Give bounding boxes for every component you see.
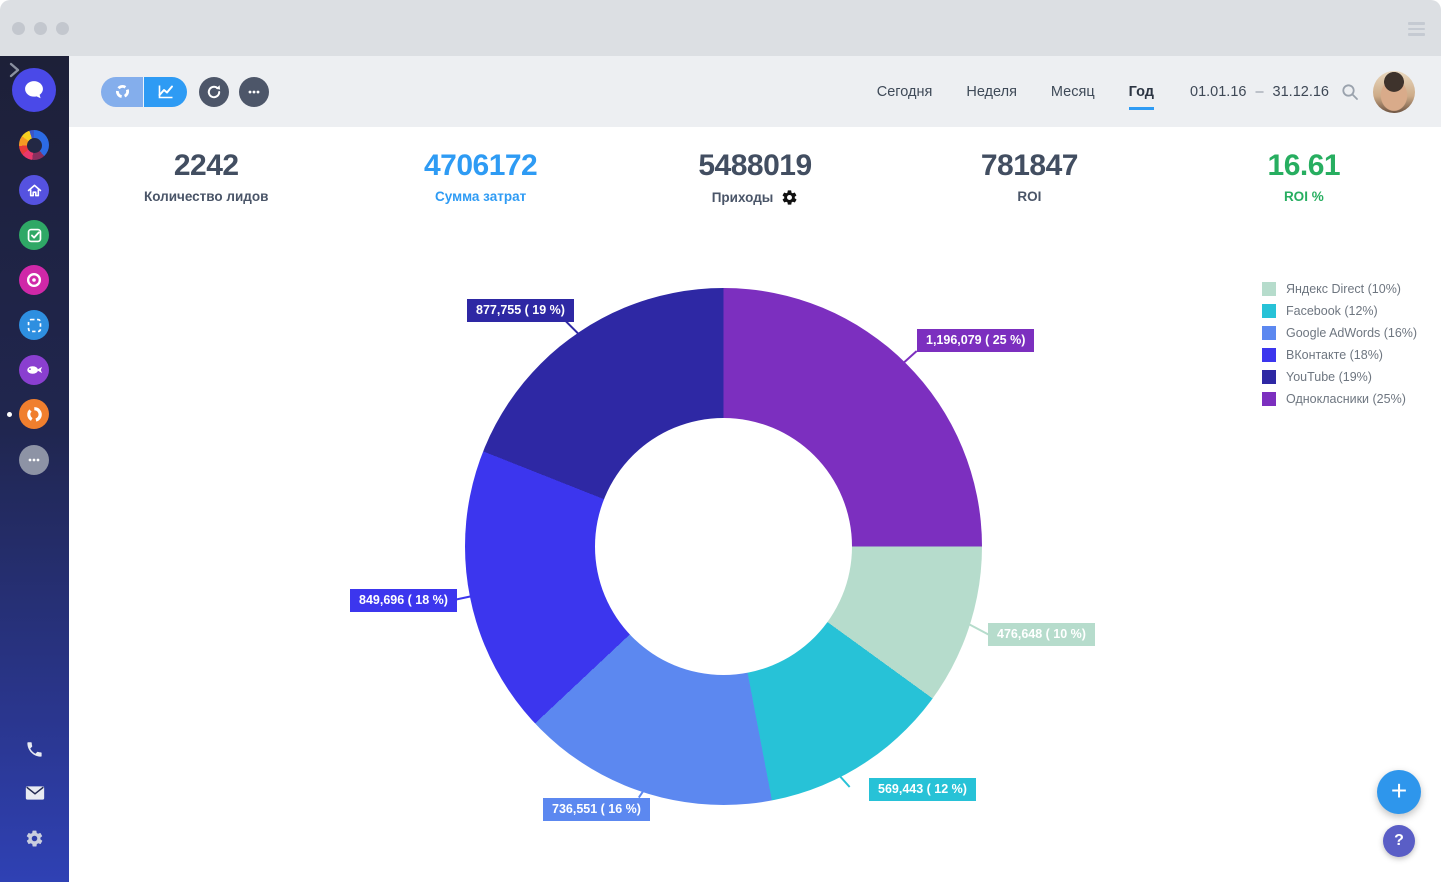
- legend-swatch: [1262, 370, 1276, 384]
- home-icon[interactable]: [19, 175, 49, 205]
- date-to[interactable]: 31.12.16: [1272, 83, 1329, 100]
- kpi-leads-value: 2242: [173, 149, 239, 182]
- slice-label-facebook: 569,443 ( 12 %): [869, 778, 976, 801]
- legend-label: Яндекс Direct (10%): [1286, 282, 1401, 296]
- sidebar: [0, 56, 69, 882]
- legend-swatch: [1262, 282, 1276, 296]
- kpi-roi-label: ROI: [1017, 189, 1042, 204]
- legend-label: Однокласники (25%): [1286, 392, 1406, 406]
- app-logo-chat-icon[interactable]: [12, 68, 56, 112]
- ring-segments-icon[interactable]: [19, 399, 49, 429]
- legend-label: Facebook (12%): [1286, 304, 1378, 318]
- legend-item-google[interactable]: Google AdWords (16%): [1262, 322, 1417, 344]
- legend-swatch: [1262, 326, 1276, 340]
- period-tabs: Сегодня Неделя Месяц Год: [876, 83, 1155, 110]
- dashboard: 2242 Количество лидов 4706172 Сумма затр…: [69, 127, 1441, 882]
- donut-view-button[interactable]: [101, 76, 144, 107]
- donut-ring[interactable]: [465, 288, 982, 805]
- kpi-roi-percent-label: ROI %: [1283, 189, 1324, 204]
- mail-icon[interactable]: [0, 785, 69, 801]
- kpi-income-label: Приходы: [711, 190, 774, 205]
- view-toggle: [101, 76, 187, 107]
- toolbar: Сегодня Неделя Месяц Год 01.01.16 – 31.1…: [69, 56, 1441, 127]
- kpi-row: 2242 Количество лидов 4706172 Сумма затр…: [69, 149, 1441, 206]
- kpi-roi-percent-value: 16.61: [1267, 149, 1341, 182]
- tab-year[interactable]: Год: [1128, 83, 1155, 110]
- selection-frame-icon[interactable]: [19, 310, 49, 340]
- kpi-leads-label: Количество лидов: [143, 189, 269, 204]
- date-separator: –: [1255, 83, 1264, 100]
- kpi-costs: 4706172 Сумма затрат: [343, 149, 617, 206]
- kpi-leads: 2242 Количество лидов: [69, 149, 343, 206]
- date-range[interactable]: 01.01.16 – 31.12.16: [1190, 84, 1329, 100]
- window-controls: [12, 22, 69, 35]
- legend-swatch: [1262, 392, 1276, 406]
- income-settings-gear-icon[interactable]: [781, 189, 798, 206]
- tab-week[interactable]: Неделя: [966, 83, 1017, 100]
- zoom-window-icon[interactable]: [56, 22, 69, 35]
- kpi-income: 5488019 Приходы: [618, 149, 892, 206]
- legend-item-facebook[interactable]: Facebook (12%): [1262, 300, 1417, 322]
- target-icon[interactable]: [19, 265, 49, 295]
- kpi-roi-value: 781847: [980, 149, 1079, 182]
- line-view-button[interactable]: [144, 76, 187, 107]
- slice-label-odnoklassniki: 1,196,079 ( 25 %): [917, 329, 1035, 352]
- settings-gear-icon[interactable]: [0, 829, 69, 848]
- chart-legend: Яндекс Direct (10%) Facebook (12%) Googl…: [1262, 278, 1417, 410]
- legend-item-youtube[interactable]: YouTube (19%): [1262, 366, 1417, 388]
- phone-icon[interactable]: [0, 740, 69, 759]
- window-titlebar: [0, 0, 1441, 56]
- minimize-window-icon[interactable]: [34, 22, 47, 35]
- slice-label-vkontakte: 849,696 ( 18 %): [350, 589, 457, 612]
- legend-item-odnoklassniki[interactable]: Однокласники (25%): [1262, 388, 1417, 410]
- fish-icon[interactable]: [19, 355, 49, 385]
- tab-month[interactable]: Месяц: [1050, 83, 1095, 100]
- donut-hole: [595, 418, 852, 675]
- date-from[interactable]: 01.01.16: [1190, 83, 1247, 100]
- refresh-button[interactable]: [199, 76, 229, 107]
- add-button[interactable]: +: [1377, 770, 1421, 814]
- legend-swatch: [1262, 348, 1276, 362]
- more-apps-icon[interactable]: [19, 445, 49, 475]
- sidebar-expand-chevron-icon[interactable]: [7, 62, 23, 78]
- slice-label-google: 736,551 ( 16 %): [543, 798, 650, 821]
- tab-today[interactable]: Сегодня: [876, 83, 933, 100]
- tasks-check-icon[interactable]: [19, 220, 49, 250]
- kpi-costs-value: 4706172: [423, 149, 538, 182]
- legend-label: Google AdWords (16%): [1286, 326, 1418, 340]
- legend-label: YouTube (19%): [1286, 370, 1372, 384]
- active-app-indicator: [7, 412, 12, 417]
- slice-label-youtube: 877,755 ( 19 %): [467, 299, 574, 322]
- kpi-roi-percent: 16.61 ROI %: [1167, 149, 1441, 206]
- legend-label: ВКонтакте (18%): [1286, 348, 1383, 362]
- close-window-icon[interactable]: [12, 22, 25, 35]
- kpi-costs-label: Сумма затрат: [435, 189, 527, 204]
- kpi-roi: 781847 ROI: [892, 149, 1166, 206]
- legend-item-vkontakte[interactable]: ВКонтакте (18%): [1262, 344, 1417, 366]
- help-button[interactable]: ?: [1383, 825, 1415, 857]
- kpi-income-value: 5488019: [698, 149, 812, 182]
- search-icon[interactable]: [1341, 83, 1359, 101]
- legend-swatch: [1262, 304, 1276, 318]
- color-wheel-icon[interactable]: [19, 130, 49, 160]
- hamburger-menu-icon[interactable]: [1408, 22, 1425, 36]
- user-avatar[interactable]: [1373, 70, 1415, 113]
- legend-item-yandex[interactable]: Яндекс Direct (10%): [1262, 278, 1417, 300]
- slice-label-yandex: 476,648 ( 10 %): [988, 623, 1095, 646]
- more-options-button[interactable]: [239, 76, 269, 107]
